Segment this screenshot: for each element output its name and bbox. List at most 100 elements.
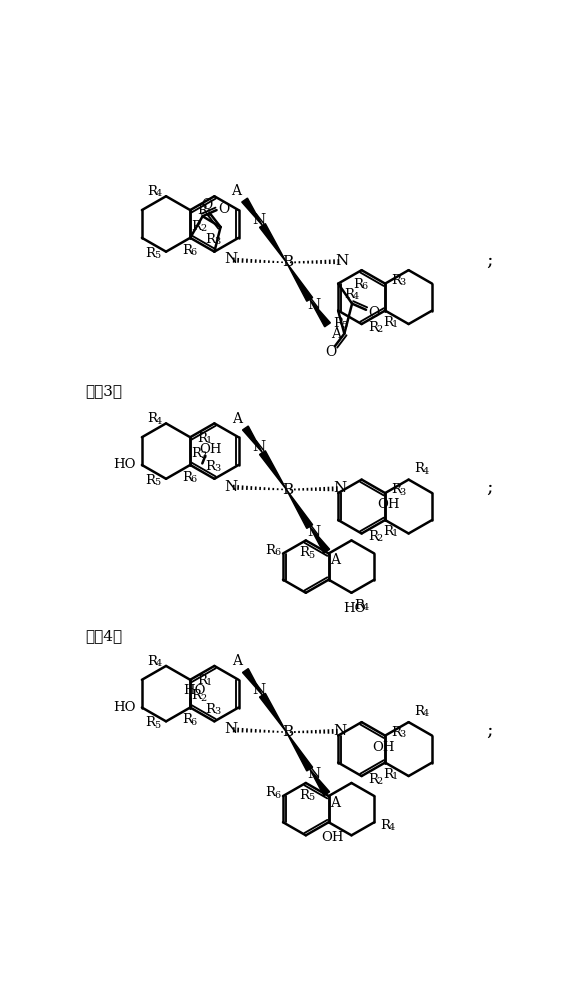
Text: 1: 1 xyxy=(392,320,398,329)
Text: A: A xyxy=(232,412,242,426)
Text: N: N xyxy=(333,724,346,738)
Text: 4: 4 xyxy=(353,292,359,301)
Text: 5: 5 xyxy=(154,251,160,260)
Text: 6: 6 xyxy=(274,548,280,557)
Polygon shape xyxy=(310,769,329,796)
Text: 式（3）: 式（3） xyxy=(85,384,122,398)
Polygon shape xyxy=(310,299,331,327)
Polygon shape xyxy=(286,490,312,528)
Text: 2: 2 xyxy=(200,451,206,460)
Text: 4: 4 xyxy=(156,189,162,198)
Text: R: R xyxy=(344,288,354,301)
Text: R: R xyxy=(266,786,275,799)
Text: 3: 3 xyxy=(399,488,406,497)
Text: HO: HO xyxy=(183,684,206,697)
Text: 4: 4 xyxy=(363,603,369,612)
Text: 6: 6 xyxy=(191,248,197,257)
Text: 3: 3 xyxy=(399,278,406,287)
Text: R: R xyxy=(391,483,401,496)
Text: 2: 2 xyxy=(377,534,383,543)
Text: R: R xyxy=(147,185,157,198)
Text: R: R xyxy=(147,412,157,425)
Text: R: R xyxy=(383,525,393,538)
Text: R: R xyxy=(368,773,378,786)
Text: 4: 4 xyxy=(156,417,162,426)
Text: R: R xyxy=(353,278,363,291)
Text: 3: 3 xyxy=(399,730,406,739)
Text: R: R xyxy=(333,317,343,330)
Text: A: A xyxy=(331,327,341,341)
Text: 6: 6 xyxy=(361,282,367,291)
Text: R: R xyxy=(206,233,215,246)
Text: 1: 1 xyxy=(205,209,211,218)
Text: R: R xyxy=(147,655,157,668)
Text: R: R xyxy=(368,321,378,334)
Text: ;: ; xyxy=(486,479,493,497)
Text: 4: 4 xyxy=(423,467,429,476)
Text: R: R xyxy=(415,462,424,475)
Text: 5: 5 xyxy=(341,321,348,330)
Text: HO: HO xyxy=(114,458,136,471)
Text: R: R xyxy=(191,220,202,233)
Polygon shape xyxy=(243,426,262,453)
Text: B: B xyxy=(282,725,293,739)
Text: 2: 2 xyxy=(377,325,383,334)
Text: N: N xyxy=(307,298,320,312)
Text: ;: ; xyxy=(486,722,493,740)
Text: R: R xyxy=(391,274,401,287)
Text: R: R xyxy=(191,447,202,460)
Polygon shape xyxy=(260,224,286,262)
Text: 5: 5 xyxy=(154,721,160,730)
Text: 2: 2 xyxy=(200,224,206,233)
Text: N: N xyxy=(307,768,320,782)
Text: R: R xyxy=(415,705,424,718)
Text: R: R xyxy=(266,544,275,557)
Text: N: N xyxy=(224,480,237,494)
Text: 4: 4 xyxy=(156,659,162,668)
Text: N: N xyxy=(333,481,346,495)
Text: 1: 1 xyxy=(392,772,398,781)
Text: R: R xyxy=(383,316,393,329)
Text: 4: 4 xyxy=(389,823,395,832)
Text: B: B xyxy=(282,483,293,497)
Text: 1: 1 xyxy=(205,436,211,445)
Text: 3: 3 xyxy=(214,464,220,473)
Text: 式（4）: 式（4） xyxy=(85,629,122,643)
Text: A: A xyxy=(330,796,340,810)
Text: N: N xyxy=(252,213,265,227)
Text: OH: OH xyxy=(378,498,400,511)
Text: R: R xyxy=(206,703,215,716)
Text: 2: 2 xyxy=(200,694,206,703)
Text: N: N xyxy=(252,683,265,697)
Polygon shape xyxy=(243,669,262,695)
Text: N: N xyxy=(224,722,237,736)
Text: HO: HO xyxy=(343,602,366,615)
Text: R: R xyxy=(197,432,207,445)
Text: A: A xyxy=(231,184,241,198)
Text: R: R xyxy=(299,789,309,802)
Text: 1: 1 xyxy=(392,529,398,538)
Text: R: R xyxy=(145,247,156,260)
Polygon shape xyxy=(286,262,312,301)
Text: N: N xyxy=(307,525,320,539)
Text: R: R xyxy=(206,460,215,473)
Text: O: O xyxy=(219,202,230,216)
Text: 6: 6 xyxy=(274,791,280,800)
Text: HO: HO xyxy=(114,701,136,714)
Text: 3: 3 xyxy=(214,707,220,716)
Text: R: R xyxy=(368,530,378,543)
Text: 5: 5 xyxy=(308,551,314,560)
Text: R: R xyxy=(182,471,192,484)
Text: N: N xyxy=(335,254,348,268)
Text: R: R xyxy=(182,244,192,257)
Text: R: R xyxy=(354,599,364,612)
Text: 1: 1 xyxy=(205,678,211,687)
Text: 4: 4 xyxy=(423,709,429,718)
Text: O: O xyxy=(325,345,336,359)
Text: R: R xyxy=(197,674,207,687)
Text: ;: ; xyxy=(486,252,493,270)
Polygon shape xyxy=(286,732,312,771)
Text: R: R xyxy=(383,768,393,781)
Polygon shape xyxy=(242,198,262,225)
Text: 6: 6 xyxy=(191,718,197,727)
